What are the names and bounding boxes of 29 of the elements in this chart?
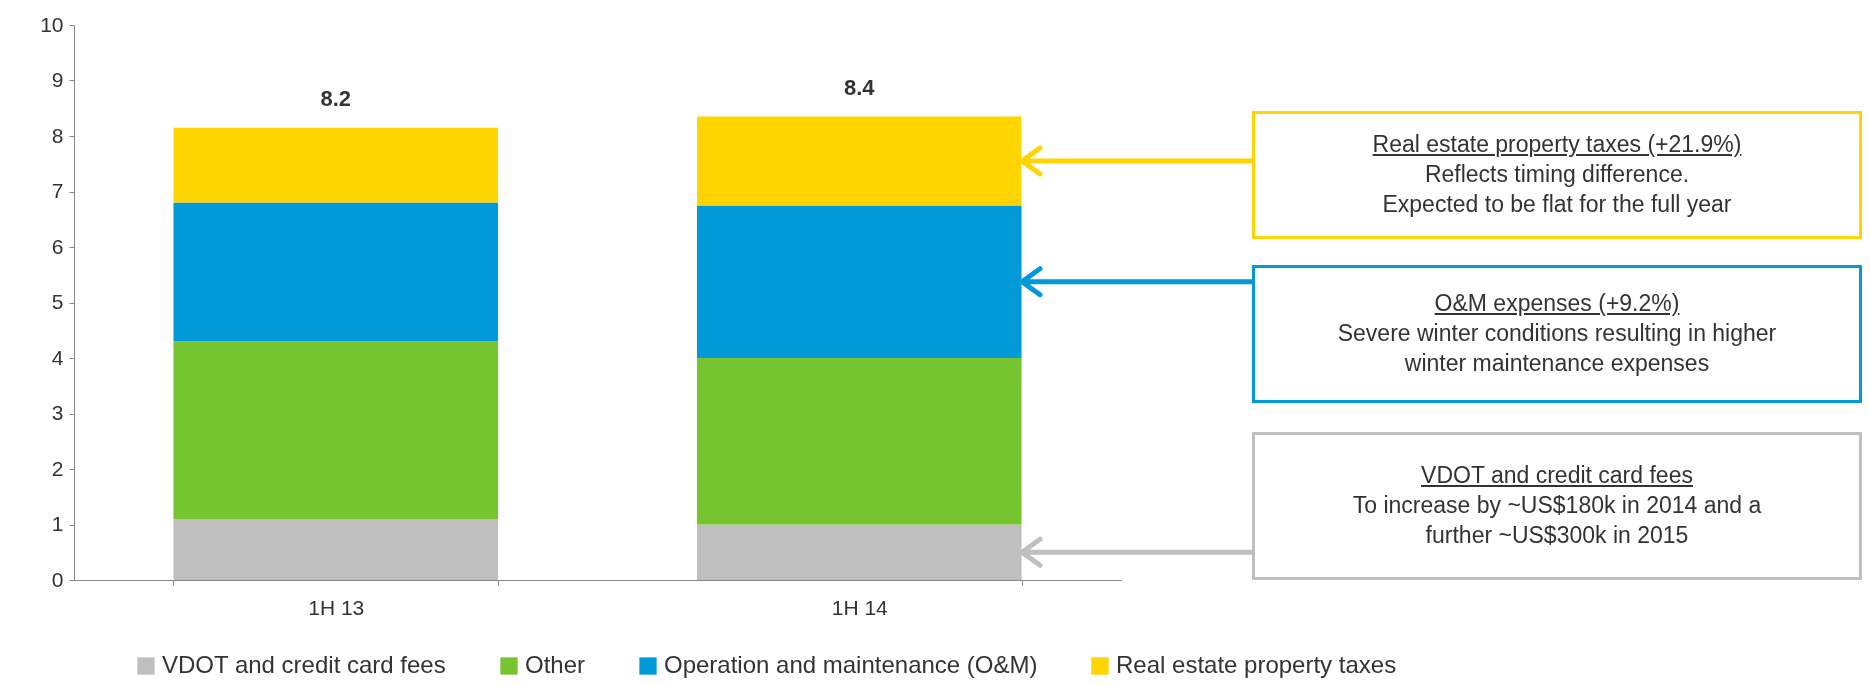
bar: [696, 116, 1022, 206]
text: O&M expenses (+9.2%) Severe winter conditions resulting in higher winter maintenance expenses: [1336, 289, 1778, 378]
bar: [173, 202, 499, 342]
bar: [696, 205, 1022, 358]
y-tick-label: 2: [51, 456, 64, 480]
legend-label: Real estate property taxes: [1116, 651, 1397, 678]
y-tick-label: 8: [51, 123, 64, 147]
y-tick-label: 10: [40, 12, 64, 36]
bar: [173, 341, 499, 519]
y-tick-label: 0: [51, 567, 64, 591]
bar: [173, 127, 499, 203]
text: VDOT and credit card fees To increase by ~US$180k in 2014 and a further ~US$300k in 2015: [1351, 461, 1763, 550]
total-label: 8.4: [843, 74, 876, 100]
y-tick-label: 4: [51, 345, 64, 369]
text: Real estate property taxes (+21.9%) Reflects timing difference. Expected to be flat for the full year: [1371, 130, 1743, 219]
y-tick-label: 6: [51, 234, 64, 258]
legend-label: Other: [525, 651, 586, 678]
x-tick-label: 1H 13: [308, 595, 365, 619]
y-tick-label: 5: [51, 290, 64, 313]
bar: [173, 518, 499, 580]
bar: [696, 358, 1022, 525]
legend-label: VDOT and credit card fees: [162, 651, 446, 678]
x-tick-label: 1H 14: [831, 595, 889, 619]
total-label: 8.2: [320, 85, 352, 111]
y-tick-label: 3: [51, 401, 64, 424]
y-tick-label: 7: [51, 179, 64, 202]
legend-label: Operation and maintenance (O&M): [664, 651, 1038, 678]
y-tick-label: 9: [51, 68, 64, 91]
y-tick-label: 1: [51, 512, 64, 535]
